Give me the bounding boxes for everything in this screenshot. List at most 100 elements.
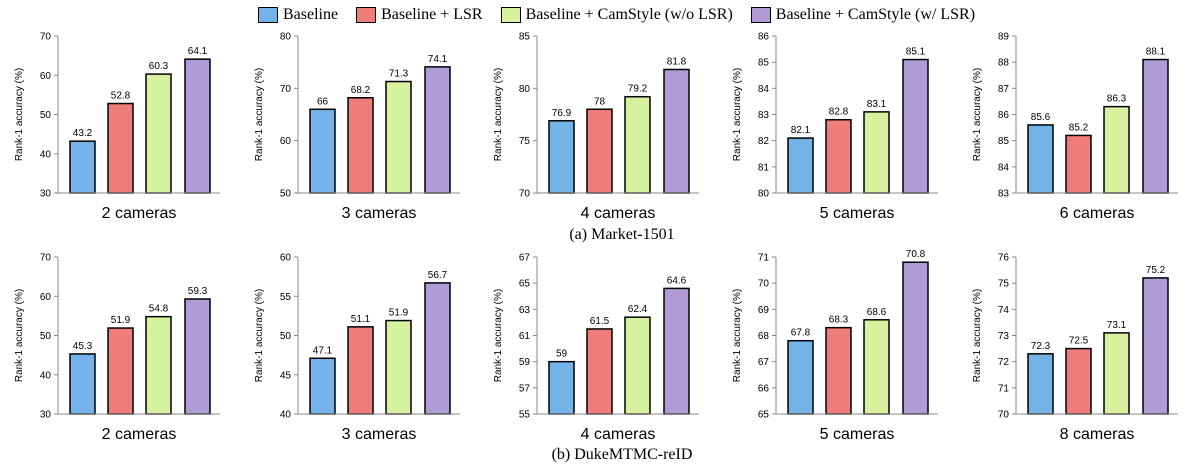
chart-8-bar-4 xyxy=(663,287,690,415)
legend-label-camstyle-wo: Baseline + CamStyle (w/o LSR) xyxy=(525,6,733,23)
chart-4-x-label: 5 cameras xyxy=(820,205,895,222)
chart-5-y-tick-label-6: 89 xyxy=(998,32,1010,43)
chart-8-y-tick-label-2: 59 xyxy=(519,357,531,368)
chart-1-x-label: 2 cameras xyxy=(102,205,177,222)
chart-9-data-label-3: 68.6 xyxy=(867,307,887,318)
chart-10-data-label-2: 72.5 xyxy=(1069,336,1089,347)
chart-7-y-tick-label-0: 40 xyxy=(280,410,292,421)
chart-4-bar-4 xyxy=(902,58,929,194)
chart-9-y-tick-label-0: 65 xyxy=(758,410,770,421)
chart-1-y-axis-label: Rank-1 accuracy (%) xyxy=(14,68,25,161)
chart-9-bar-3 xyxy=(863,319,890,415)
chart-3-y-tick-label-0: 70 xyxy=(519,189,531,200)
chart-5-data-label-3: 86.3 xyxy=(1107,94,1127,105)
chart-10-data-label-4: 75.2 xyxy=(1146,265,1166,276)
chart-8-bar-3 xyxy=(624,316,651,415)
chart-9-data-label-2: 68.3 xyxy=(829,315,849,326)
chart-8-y-tick-label-4: 63 xyxy=(519,305,531,316)
chart-7-y-tick-label-2: 50 xyxy=(280,331,292,342)
chart-4-y-tick-label-3: 83 xyxy=(758,110,770,121)
chart-1-y-tick-label-2: 50 xyxy=(40,110,52,121)
chart-8-bar-2 xyxy=(586,328,613,415)
chart-5-bar-4 xyxy=(1142,58,1169,194)
chart-9-data-label-4: 70.8 xyxy=(906,249,926,260)
chart-2-data-label-1: 66 xyxy=(317,96,329,107)
chart-8-y-tick-label-3: 61 xyxy=(519,331,531,342)
chart-6-bar-4 xyxy=(184,298,211,415)
legend-item-baseline: Baseline xyxy=(258,6,338,24)
legend-swatch-lsr xyxy=(356,7,377,23)
chart-10-y-tick-label-0: 70 xyxy=(998,410,1010,421)
chart-7-y-tick-label-4: 60 xyxy=(280,253,292,264)
chart-3-y-tick-label-1: 75 xyxy=(519,136,531,147)
chart-8-data-label-4: 64.6 xyxy=(667,275,687,286)
chart-6-data-label-1: 45.3 xyxy=(73,341,93,352)
chart-8-x-label: 4 cameras xyxy=(581,426,656,443)
chart-5-x-label: 6 cameras xyxy=(1060,205,1135,222)
chart-4-y-tick-label-4: 84 xyxy=(758,84,770,95)
legend-swatch-camstyle-wo xyxy=(500,7,521,23)
chart-8-y-tick-label-1: 57 xyxy=(519,383,531,394)
chart-4-data-label-1: 82.1 xyxy=(791,125,811,136)
chart-5-y-tick-label-3: 86 xyxy=(998,110,1010,121)
chart-9-bar-2 xyxy=(825,326,852,415)
chart-6-bar-3 xyxy=(145,315,172,415)
chart-5-bar-3 xyxy=(1103,105,1130,194)
legend-item-camstyle-w: Baseline + CamStyle (w/ LSR) xyxy=(750,6,975,24)
chart-2-y-tick-label-1: 60 xyxy=(280,136,292,147)
chart-4-bar-1 xyxy=(787,137,814,194)
chart-1-data-label-2: 52.8 xyxy=(111,91,131,102)
legend-item-lsr: Baseline + LSR xyxy=(356,6,483,24)
chart-7-data-label-3: 51.9 xyxy=(389,308,409,319)
chart-9-y-tick-label-6: 71 xyxy=(758,253,770,264)
legend-swatch-baseline xyxy=(258,7,278,23)
chart-10-y-tick-label-4: 74 xyxy=(998,305,1010,316)
chart-3-data-label-3: 79.2 xyxy=(628,84,648,95)
caption-duke: (b) DukeMTMC-reID xyxy=(551,446,693,463)
chart-5-y-tick-label-0: 83 xyxy=(998,189,1010,200)
chart-10-y-tick-label-5: 75 xyxy=(998,279,1010,290)
chart-3-bar-3 xyxy=(624,95,651,194)
chart-8-bar-1 xyxy=(548,360,575,415)
chart-6-data-label-2: 51.9 xyxy=(111,315,131,326)
chart-6-x-label: 2 cameras xyxy=(102,426,177,443)
chart-9-y-tick-label-1: 66 xyxy=(758,383,770,394)
chart-7-data-label-1: 47.1 xyxy=(313,345,333,356)
chart-1-y-tick-label-3: 60 xyxy=(40,71,52,82)
chart-2-y-axis-label: Rank-1 accuracy (%) xyxy=(254,68,265,161)
chart-5-y-tick-label-1: 84 xyxy=(998,162,1010,173)
chart-3-y-tick-label-3: 85 xyxy=(519,32,531,43)
chart-10-bar-2 xyxy=(1065,347,1092,415)
legend-item-camstyle-wo: Baseline + CamStyle (w/o LSR) xyxy=(500,6,733,24)
chart-2-y-tick-label-2: 70 xyxy=(280,84,292,95)
chart-9-data-label-1: 67.8 xyxy=(791,328,811,339)
chart-3-data-label-4: 81.8 xyxy=(667,56,687,67)
chart-1-y-tick-label-1: 40 xyxy=(40,149,52,160)
chart-6-data-label-3: 54.8 xyxy=(149,304,169,315)
chart-9-y-tick-label-2: 67 xyxy=(758,357,770,368)
chart-4-data-label-2: 82.8 xyxy=(829,107,849,118)
chart-8-y-axis-label: Rank-1 accuracy (%) xyxy=(493,289,504,382)
chart-1-y-tick-label-0: 30 xyxy=(40,189,52,200)
legend-label-baseline: Baseline xyxy=(283,6,339,23)
legend: Baseline Baseline + LSR Baseline + CamSt… xyxy=(258,4,993,26)
chart-5-data-label-1: 85.6 xyxy=(1031,112,1051,123)
chart-4-y-tick-label-5: 85 xyxy=(758,58,770,69)
chart-4-y-tick-label-1: 81 xyxy=(758,162,770,173)
chart-7-bar-3 xyxy=(385,319,412,415)
chart-1-bar-4 xyxy=(184,58,211,194)
chart-6-bar-2 xyxy=(107,327,134,415)
chart-8-y-tick-label-0: 55 xyxy=(519,410,531,421)
chart-4-data-label-4: 85.1 xyxy=(906,47,926,58)
legend-swatch-camstyle-w xyxy=(750,7,771,23)
chart-7-bar-2 xyxy=(347,326,374,415)
chart-10-y-axis-label: Rank-1 accuracy (%) xyxy=(972,289,983,382)
chart-8-y-tick-label-6: 67 xyxy=(519,253,531,264)
chart-9-y-tick-label-3: 68 xyxy=(758,331,770,342)
chart-10-bar-1 xyxy=(1027,353,1054,415)
caption-market: (a) Market-1501 xyxy=(569,226,675,243)
chart-9-bar-4 xyxy=(902,261,929,415)
chart-6-y-tick-label-1: 40 xyxy=(40,370,52,381)
chart-7-bar-1 xyxy=(309,357,336,415)
